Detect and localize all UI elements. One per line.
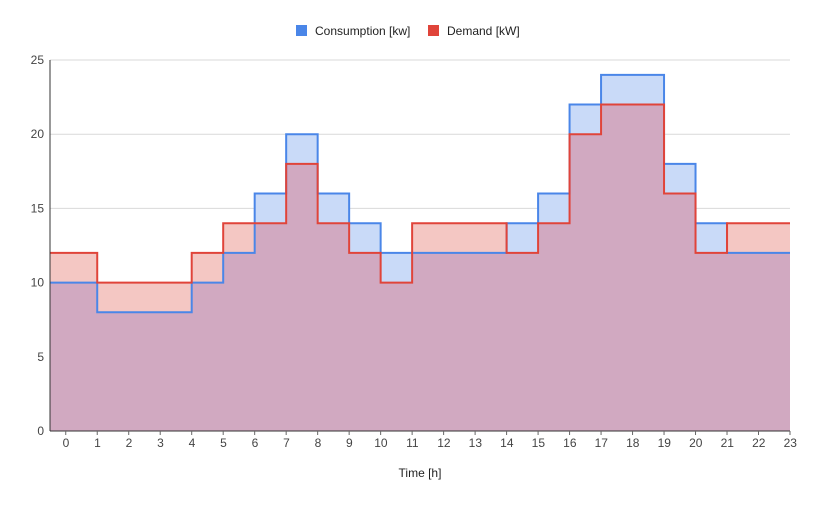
x-tick-label: 15 [532,436,546,450]
y-tick-label: 15 [31,201,45,215]
y-tick-label: 10 [31,276,45,290]
x-tick-label: 16 [563,436,577,450]
legend: Consumption [kw] Demand [kW] [296,24,520,38]
x-tick-label: 18 [626,436,640,450]
x-tick-label: 4 [189,436,196,450]
legend-label-consumption: Consumption [kw] [315,24,410,38]
x-tick-label: 23 [784,436,798,450]
x-tick-label: 1 [94,436,101,450]
y-tick-label: 20 [31,127,45,141]
x-tick-label: 7 [283,436,290,450]
y-tick-label: 5 [37,350,44,364]
x-tick-label: 3 [157,436,164,450]
x-tick-label: 9 [346,436,353,450]
legend-swatch-consumption [296,25,307,36]
x-tick-label: 13 [469,436,483,450]
x-tick-label: 8 [315,436,322,450]
line-demand [50,103,790,284]
x-tick-label: 6 [252,436,259,450]
x-tick-label: 19 [658,436,672,450]
legend-swatch-demand [428,25,439,36]
x-tick-label: 5 [220,436,227,450]
legend-label-demand: Demand [kW] [447,24,520,38]
x-tick-label: 11 [406,436,419,450]
y-tick-label: 25 [31,53,45,67]
x-tick-label: 2 [126,436,133,450]
series-lines [50,73,790,314]
axes [49,60,790,432]
x-tick-label: 17 [595,436,609,450]
x-tick-label: 21 [721,436,735,450]
x-tick-label: 14 [500,436,514,450]
x-tick-label: 10 [374,436,388,450]
x-tick-label: 20 [689,436,703,450]
area-overlap [50,104,790,432]
x-tick-label: 22 [752,436,766,450]
x-tick-label: 0 [63,436,70,450]
x-axis-title: Time [h] [399,466,442,480]
x-tick-label: 12 [437,436,451,450]
x-tick-labels: 0 1 2 3 4 5 6 7 8 9 10 11 12 13 14 15 16 17 18 19 20 21 22 23 [63,431,798,450]
y-tick-label: 0 [37,424,44,438]
y-tick-labels: 0 5 10 15 20 25 [31,53,45,438]
